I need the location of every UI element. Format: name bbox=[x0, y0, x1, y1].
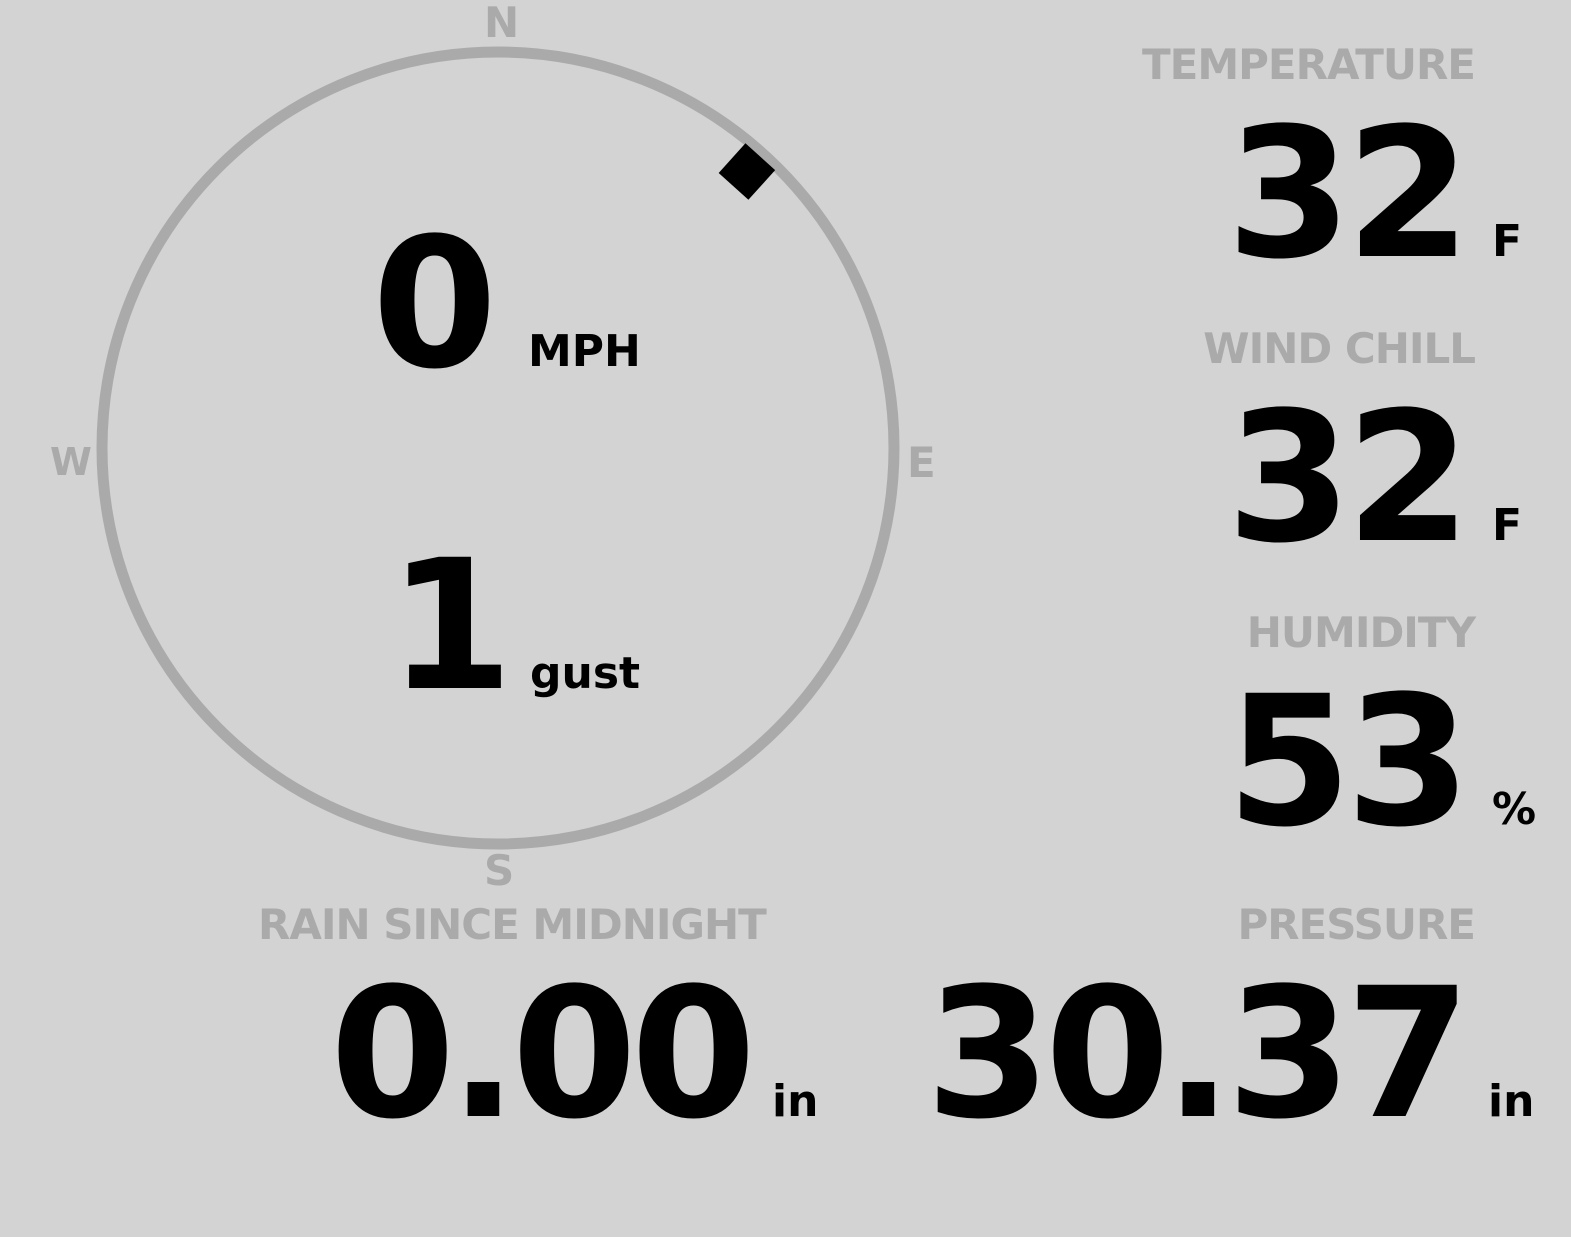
wind-speed-unit: MPH bbox=[528, 326, 641, 377]
compass-dial bbox=[96, 46, 900, 850]
wind-speed-value: 0 bbox=[372, 200, 497, 409]
pressure-unit: in bbox=[1488, 1076, 1535, 1127]
wind-chill-label: WIND CHILL bbox=[1203, 324, 1476, 373]
humidity-value: 53 bbox=[1226, 658, 1471, 867]
pressure-value: 30.37 bbox=[925, 950, 1471, 1159]
pressure-label: PRESSURE bbox=[1237, 900, 1476, 949]
compass-west-label: W bbox=[50, 440, 92, 484]
wind-gust-value: 1 bbox=[388, 522, 513, 731]
wind-direction-marker bbox=[718, 143, 776, 200]
rain-label: RAIN SINCE MIDNIGHT bbox=[258, 900, 767, 949]
temperature-unit: F bbox=[1492, 216, 1523, 267]
temperature-value: 32 bbox=[1226, 90, 1471, 299]
compass-north-label: N bbox=[484, 0, 520, 47]
wind-chill-value: 32 bbox=[1226, 374, 1471, 583]
temperature-label: TEMPERATURE bbox=[1142, 40, 1476, 89]
wind-chill-unit: F bbox=[1492, 500, 1523, 551]
humidity-label: HUMIDITY bbox=[1246, 608, 1476, 657]
rain-unit: in bbox=[772, 1076, 819, 1127]
humidity-unit: % bbox=[1492, 784, 1537, 835]
wind-gust-label: gust bbox=[530, 648, 641, 699]
compass-south-label: S bbox=[484, 846, 515, 895]
compass-ring bbox=[96, 46, 900, 850]
rain-value: 0.00 bbox=[330, 950, 756, 1159]
compass-east-label: E bbox=[907, 438, 936, 487]
